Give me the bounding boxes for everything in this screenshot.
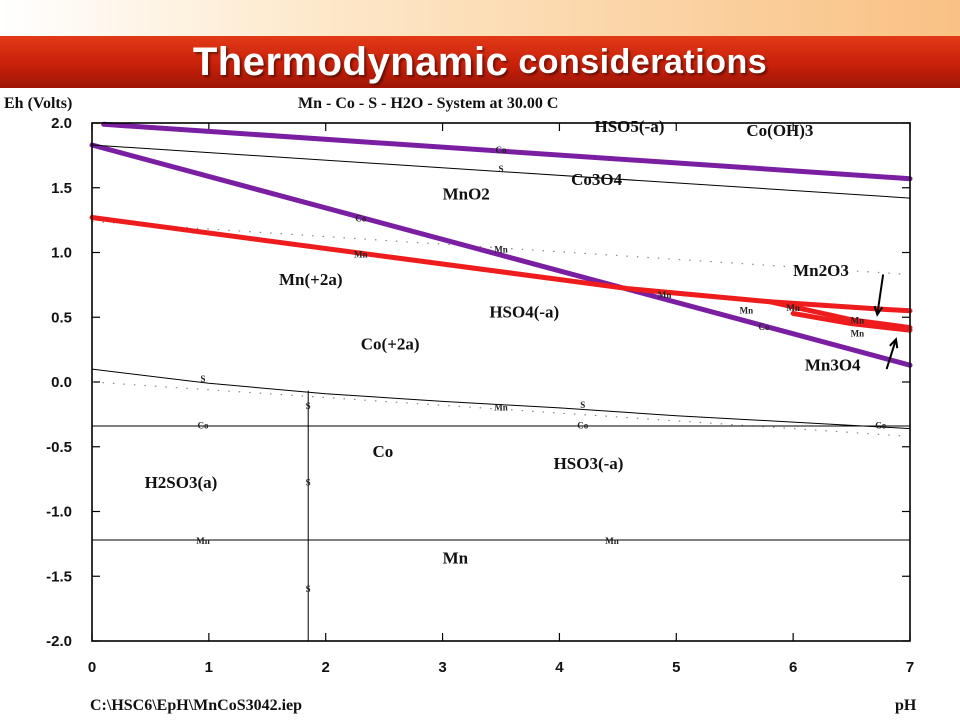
series-line-black-5 [91,144,911,199]
region-label: Co [372,442,393,461]
region-label: Mn(+2a) [279,270,343,289]
species-marker-label: Co [355,213,366,223]
title-band [0,36,960,88]
species-marker-label: S [306,478,311,488]
region-label: Mn3O4 [805,355,861,374]
species-marker-label: Co [875,421,886,431]
species-marker-label: Co [758,322,769,332]
y-axis-label: Eh (Volts) [4,95,72,112]
water-stability-lower [91,381,911,437]
x-tick-label: 5 [672,659,680,676]
y-tick-label: 1.5 [51,180,72,197]
x-tick-label: 4 [555,659,564,676]
title-part1: Thermodynamic [192,39,509,84]
species-marker-label: S [306,584,311,594]
species-marker-label: Mn [605,536,619,546]
y-tick-label: -0.5 [46,439,72,456]
series-line-purple-1 [89,142,913,368]
plot-frame [91,122,911,642]
mn2o3-arrow-head [873,305,884,317]
species-marker-label: Mn [658,290,672,300]
species-marker-label: Mn [740,305,754,315]
mn2o3-arrow [876,274,885,315]
region-label: H2SO3(a) [145,473,218,492]
x-tick-label: 7 [906,659,914,676]
y-tick-label: -1.0 [46,504,72,521]
species-marker-label: Mn [786,303,800,313]
y-tick-label: 0.5 [51,309,72,326]
chart-title: Mn - Co - S - H2O - System at 30.00 C [298,95,558,112]
file-path-label: C:\HSC6\EpH\MnCoS3042.iep [90,697,302,714]
region-label: Co(OH)3 [746,121,813,140]
title-part2: considerations [518,42,768,81]
series-line-red-4 [790,310,913,333]
region-label: HSO4(-a) [489,302,559,321]
region-label: MnO2 [443,184,490,203]
species-marker-label: Co [198,421,209,431]
x-tick-label: 3 [438,659,446,676]
x-tick-label: 1 [205,659,213,676]
species-marker-label: Mn [354,250,368,260]
species-marker-label: Mn [851,329,865,339]
mn3o4-arrow [885,338,897,370]
y-tick-label: 0.0 [51,374,72,391]
mn3o4-arrow-head [889,337,899,349]
species-marker-label: S [498,164,503,174]
y-tick-label: 2.0 [51,115,72,132]
x-axis-label: pH [895,697,917,714]
species-marker-label: Mn [851,316,865,326]
y-tick-label: 1.0 [51,245,72,262]
species-marker-label: S [306,401,311,411]
series-line-red-3 [767,299,913,331]
region-label: Co3O4 [571,170,623,189]
species-marker-label: Co [577,421,588,431]
species-marker-label: S [580,400,585,410]
region-label: Mn2O3 [793,261,849,280]
species-marker-label: Mn [494,402,508,412]
x-tick-label: 6 [789,659,797,676]
series-line-red-2 [89,215,913,314]
region-label: HSO5(-a) [594,117,664,136]
series-line-black-6 [91,368,911,430]
species-marker-label: Co [496,145,507,155]
region-label: HSO3(-a) [554,454,624,473]
series-line-purple-0 [101,121,913,182]
y-tick-label: -2.0 [46,633,72,650]
species-marker-label: Mn [494,245,508,255]
slide-title: Thermodynamic considerations [0,36,960,88]
x-tick-label: 2 [322,659,330,676]
species-marker-label: Mn [196,536,210,546]
water-stability-upper [91,220,911,276]
y-tick-label: -1.5 [46,568,72,585]
header-gradient [0,0,960,36]
region-label: Mn [443,548,469,567]
region-label: Co(+2a) [361,335,420,354]
x-tick-label: 0 [88,659,96,676]
species-marker-label: S [201,374,206,384]
